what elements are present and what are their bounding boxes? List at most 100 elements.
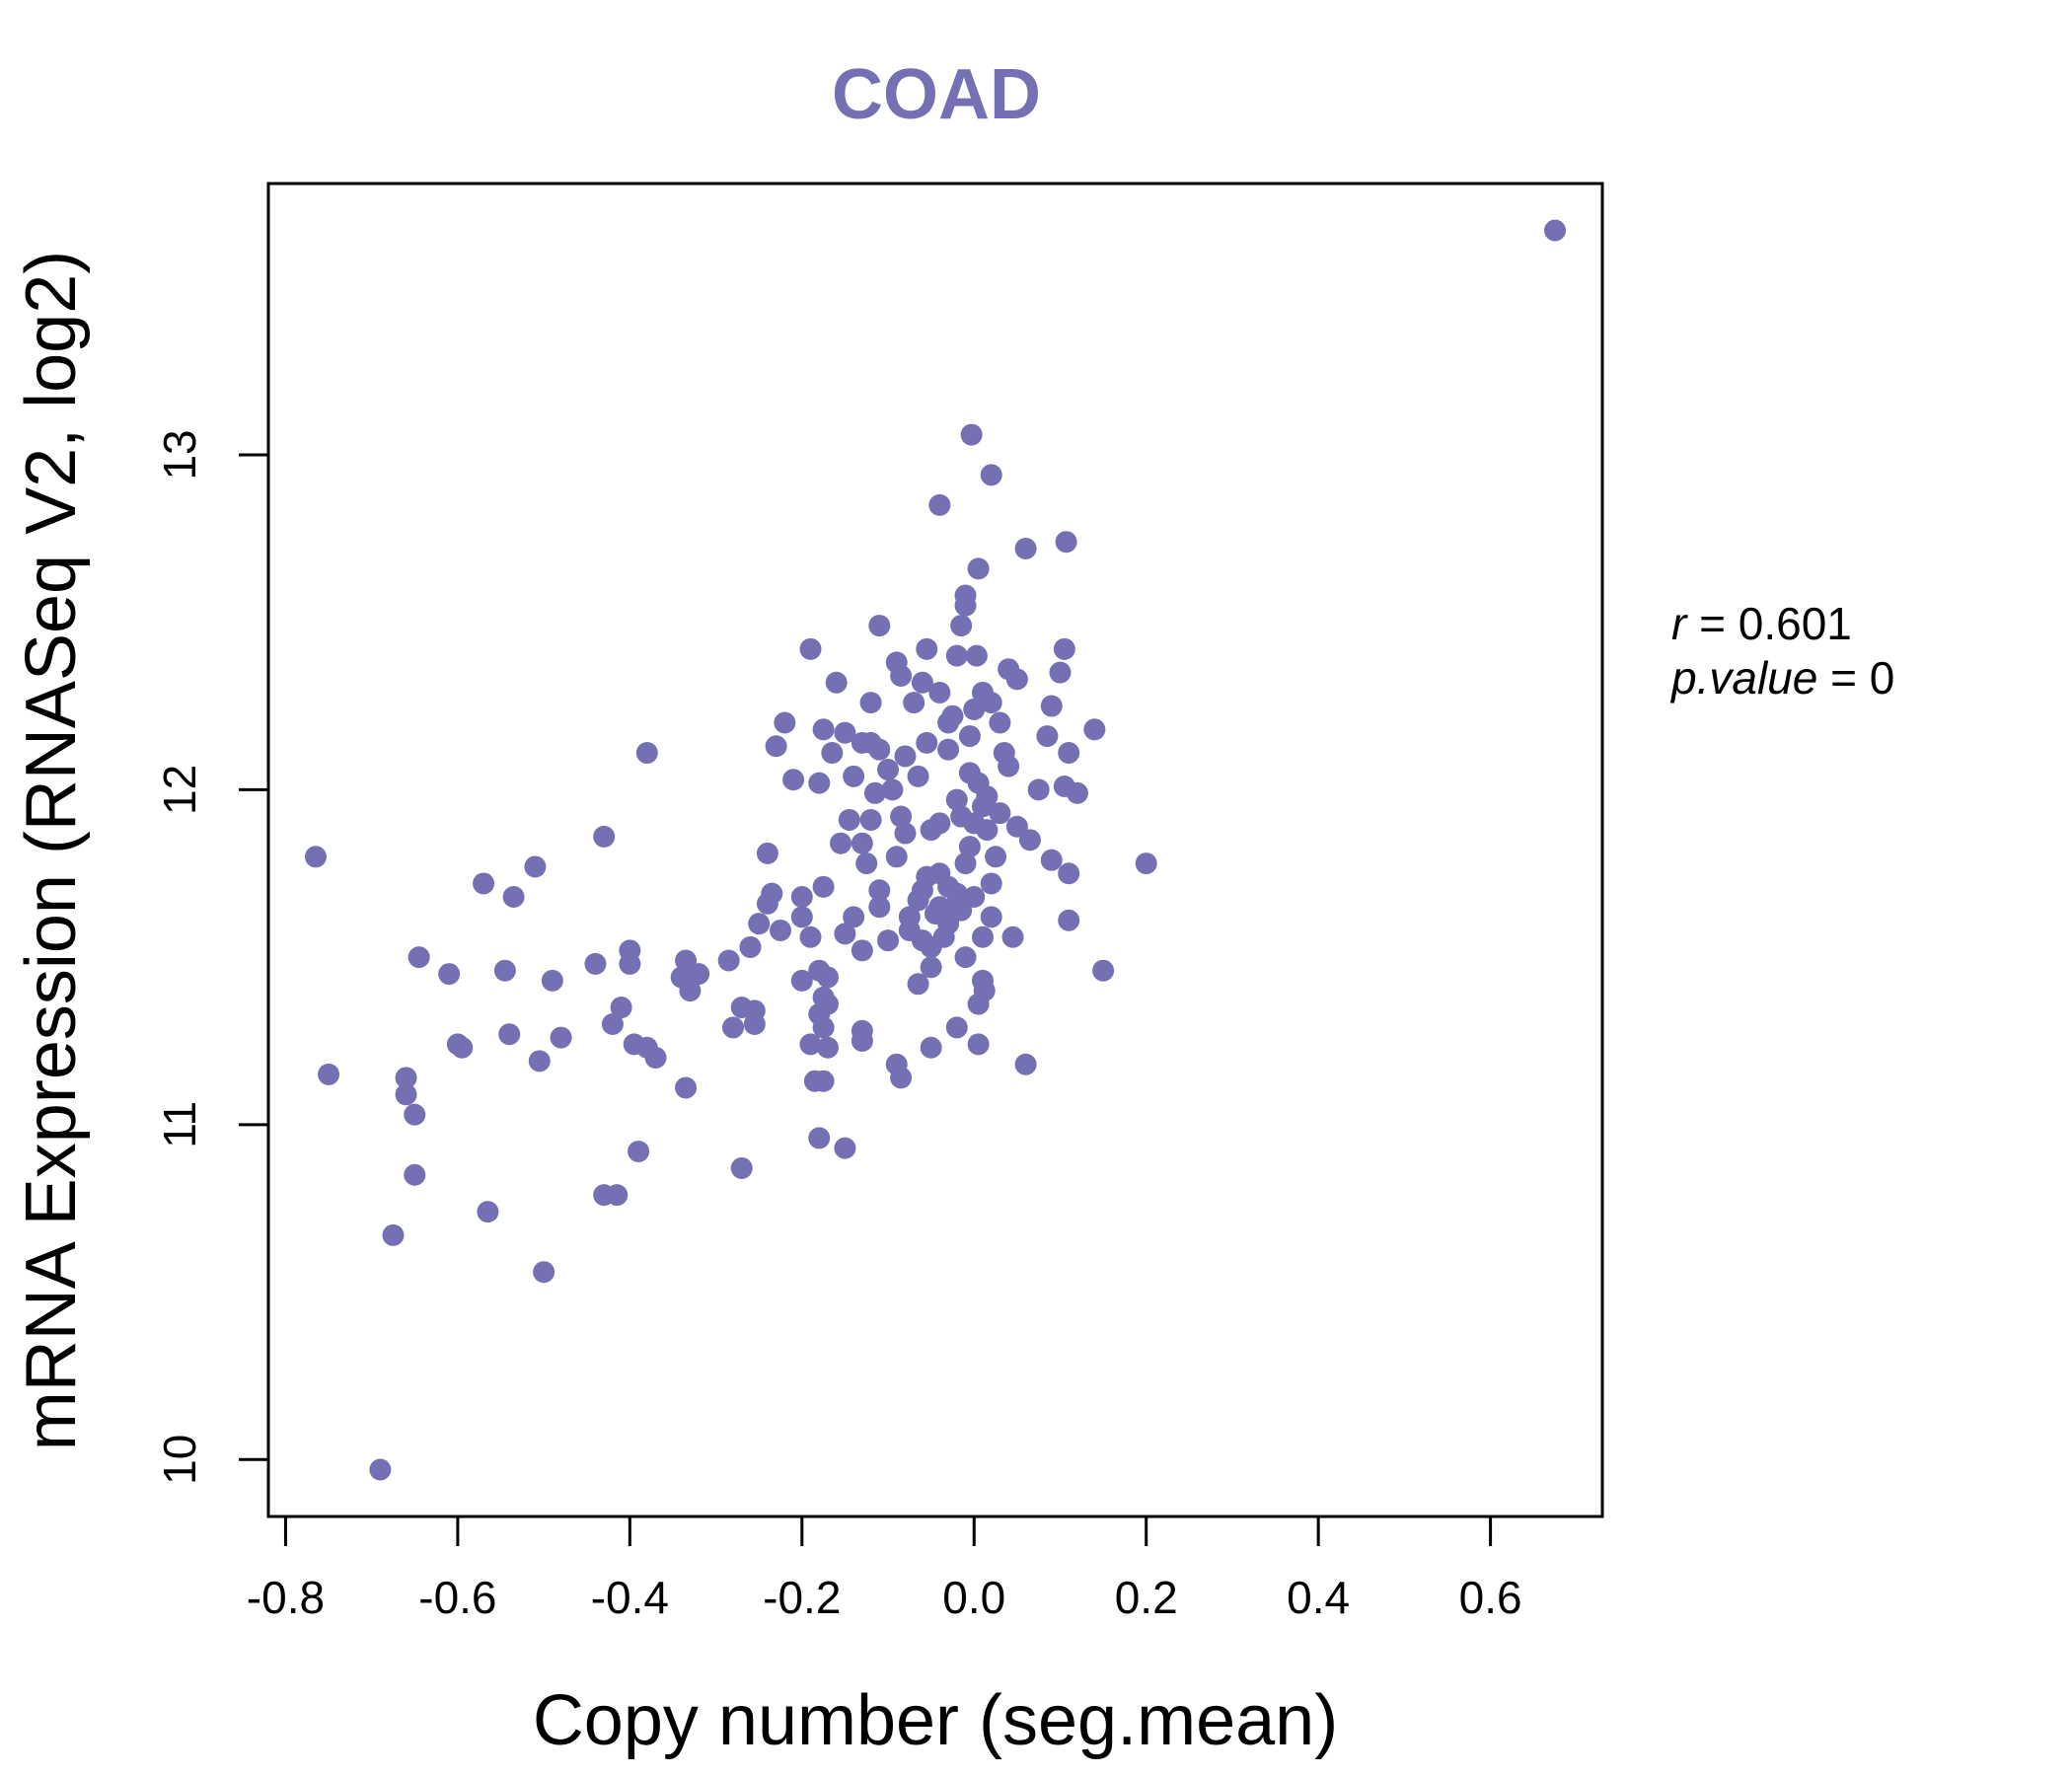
- data-point: [980, 692, 1002, 714]
- data-point: [945, 788, 968, 811]
- data-point: [890, 805, 913, 828]
- x-tick-label: 0.6: [1459, 1572, 1522, 1623]
- data-point: [885, 846, 908, 868]
- data-point: [1001, 925, 1024, 948]
- data-point: [808, 1127, 831, 1149]
- data-point: [973, 980, 996, 1002]
- data-point: [635, 742, 658, 765]
- data-point: [881, 778, 904, 801]
- data-point: [928, 493, 951, 516]
- data-point: [843, 765, 865, 787]
- data-point: [1049, 661, 1072, 684]
- data-point: [722, 1016, 745, 1039]
- data-point: [1544, 219, 1567, 242]
- data-point: [765, 735, 787, 758]
- data-point: [1014, 537, 1037, 559]
- data-point: [963, 698, 986, 720]
- x-tick-label: -0.2: [763, 1572, 841, 1623]
- data-point: [967, 557, 990, 580]
- p-statistic: p.value = 0: [1669, 652, 1894, 703]
- data-point: [967, 1033, 990, 1056]
- data-point: [1005, 668, 1028, 691]
- data-point: [395, 1083, 417, 1106]
- data-point: [868, 738, 891, 761]
- data-point: [834, 721, 856, 744]
- data-point: [606, 1184, 629, 1207]
- data-point: [782, 769, 805, 791]
- y-axis-title: mRNA Expression (RNASeq V2, log2): [12, 251, 91, 1450]
- data-point: [825, 671, 848, 694]
- x-tick-label: 0.4: [1287, 1572, 1350, 1623]
- data-point: [816, 966, 839, 989]
- data-point: [894, 822, 917, 845]
- data-point: [790, 906, 813, 928]
- y-tick-label: 10: [154, 1435, 205, 1485]
- data-point: [473, 872, 495, 895]
- data-point: [890, 664, 913, 687]
- data-point: [438, 963, 461, 986]
- data-point: [877, 759, 900, 781]
- data-point: [920, 819, 942, 842]
- data-point: [903, 692, 925, 714]
- data-point: [907, 973, 929, 996]
- data-point: [941, 704, 964, 727]
- data-point: [812, 1070, 835, 1092]
- data-point: [451, 1036, 474, 1059]
- data-point: [843, 906, 865, 928]
- data-point: [799, 637, 822, 660]
- data-point: [628, 1141, 650, 1163]
- data-point: [859, 808, 882, 831]
- data-point: [619, 952, 641, 975]
- data-point: [541, 969, 563, 992]
- data-point: [679, 980, 702, 1002]
- y-axis: 10 11 12 13: [154, 429, 270, 1485]
- data-point: [998, 755, 1020, 777]
- data-point: [830, 832, 852, 854]
- data-point: [528, 1050, 551, 1073]
- data-point: [898, 906, 921, 928]
- data-point: [688, 963, 710, 986]
- data-point: [821, 742, 844, 765]
- data-points: [304, 219, 1567, 1481]
- data-point: [958, 836, 981, 858]
- data-point: [748, 913, 771, 935]
- data-point: [965, 644, 988, 667]
- data-point: [493, 959, 516, 982]
- data-point: [877, 929, 900, 952]
- data-point: [382, 1223, 405, 1246]
- data-point: [756, 892, 778, 915]
- data-point: [404, 1103, 426, 1126]
- data-point: [1083, 718, 1106, 741]
- data-point: [859, 692, 882, 714]
- r-equals: =: [1699, 598, 1739, 649]
- data-point: [980, 464, 1002, 486]
- data-point: [911, 879, 933, 902]
- data-point: [851, 939, 873, 962]
- p-equals: =: [1830, 652, 1870, 703]
- data-point: [717, 949, 740, 972]
- y-tick-label: 11: [154, 1101, 205, 1148]
- data-point: [1092, 959, 1115, 982]
- data-point: [989, 711, 1011, 734]
- data-point: [395, 1067, 417, 1089]
- data-point: [851, 832, 873, 854]
- data-point: [963, 812, 986, 835]
- data-point: [958, 762, 981, 784]
- data-point: [790, 969, 813, 992]
- data-point: [950, 615, 973, 637]
- data-point: [916, 731, 938, 754]
- data-point: [675, 949, 698, 972]
- data-point: [1066, 781, 1088, 804]
- data-point: [756, 842, 778, 864]
- data-point: [593, 825, 616, 848]
- data-point: [920, 956, 942, 979]
- r-label: r: [1671, 598, 1688, 649]
- data-point: [945, 1016, 968, 1039]
- data-point: [812, 875, 835, 898]
- data-point: [730, 1156, 753, 1179]
- data-point: [954, 594, 977, 617]
- data-point: [1055, 531, 1077, 554]
- data-point: [868, 879, 891, 902]
- data-point: [976, 785, 999, 808]
- data-point: [318, 1063, 340, 1085]
